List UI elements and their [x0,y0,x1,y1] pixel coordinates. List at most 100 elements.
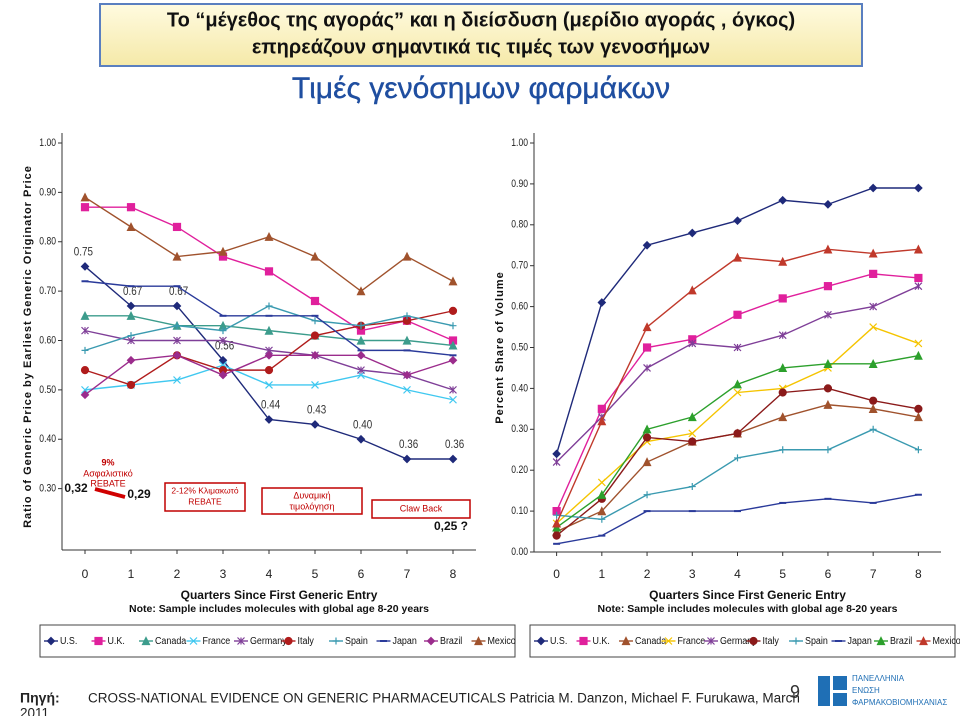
legend-label: Italy [298,635,314,647]
y-tick-label: 0.80 [511,219,528,231]
logo-mark [818,676,830,706]
marker [644,491,651,498]
x-tick-label: 8 [915,567,922,581]
legend-label: Canada [155,635,187,647]
legend-label: U.S. [550,635,567,647]
title-line: Το “μέγεθος της αγοράς” και η διείσδυση … [167,9,795,31]
x-tick-label: 6 [358,567,365,581]
marker [915,274,922,281]
annotation: 0,29 [127,487,151,501]
legend-label: Japan [393,635,417,647]
data-label: 0.43 [307,404,326,417]
legend-label: Brazil [890,635,912,647]
marker [82,204,89,211]
marker [734,217,741,224]
annotation: REBATE [90,478,125,488]
data-label: 0.36 [399,438,418,451]
x-tick-label: 5 [779,567,786,581]
x-tick-label: 6 [825,567,832,581]
x-tick-label: 3 [689,567,696,581]
marker [285,638,292,645]
y-tick-label: 0.10 [511,505,528,517]
marker [128,381,135,388]
legend-label: U.K. [593,635,610,647]
marker [689,483,696,490]
marker [824,385,831,392]
y-tick-label: 0.30 [39,483,56,495]
marker [734,311,741,318]
marker [580,638,587,645]
logo-text: ΠΑΝΕΛΛΗΝΙΑ [852,674,905,683]
marker [266,268,273,275]
y-axis-title: Ratio of Generic Price by Earliest Gener… [22,165,34,528]
marker [450,357,457,364]
marker [734,381,741,388]
y-tick-label: 0.70 [511,260,528,272]
axis-note: Note: Sample includes molecules with glo… [598,603,898,615]
x-tick-label: 4 [734,567,741,581]
annotation: 0,25 ? [434,519,468,533]
data-label: 0.36 [445,438,464,451]
y-tick-label: 0.70 [39,285,56,297]
legend-label: Spain [345,635,368,647]
marker [779,389,786,396]
marker [915,405,922,412]
marker [450,278,457,285]
x-tick-label: 3 [220,567,227,581]
logo: ΠΑΝΕΛΛΗΝΙΑ ΕΝΩΣΗ ΦΑΡΜΑΚΟΒΙΟΜΗΧΑΝΙΑΣ [818,674,947,707]
axis-note: Note: Sample includes molecules with glo… [129,603,429,615]
marker [312,253,319,260]
x-tick-label: 7 [404,567,411,581]
legend-label: Spain [805,635,828,647]
marker [450,307,457,314]
legend-label: Germany [250,635,287,647]
marker [450,322,457,329]
marker [870,324,877,331]
x-tick-label: 8 [450,567,457,581]
x-tick-label: 7 [870,567,877,581]
marker [598,479,605,486]
x-axis-title: Quarters Since First Generic Entry [181,588,378,602]
marker [358,352,365,359]
marker [870,184,877,191]
legend-label: U.K. [108,635,125,647]
x-tick-label: 4 [266,567,273,581]
data-label: 0.40 [353,419,372,432]
marker [644,434,651,441]
title-line: επηρεάζουν σημαντικά τις τιμές των γενοσ… [252,36,710,58]
series-line [557,388,919,535]
marker [915,446,922,453]
y-axis-title: Percent Share of Volume [494,271,506,423]
marker [915,340,922,347]
marker [915,184,922,191]
marker [689,229,696,236]
data-label: 0.67 [123,285,142,298]
y-tick-label: 0.40 [511,382,528,394]
marker [128,204,135,211]
marker [870,270,877,277]
annotation: Claw Back [400,503,443,513]
marker [312,332,319,339]
logo-mark [833,693,847,706]
marker [553,450,560,457]
marker [824,446,831,453]
marker [750,638,757,645]
marker [915,283,922,290]
annotation: 2-12% Κλιμακωτό [171,485,239,495]
citation: CROSS-NATIONAL EVIDENCE ON GENERIC PHARM… [88,691,800,706]
y-tick-label: 0.50 [511,341,528,353]
y-tick-label: 0.90 [511,178,528,190]
marker [82,347,89,354]
marker [644,459,651,466]
citation-year: 2011 [20,706,49,716]
marker [404,253,411,260]
legend-label: Italy [763,635,779,647]
series-line [557,405,919,532]
marker [266,233,273,240]
series-line [557,188,919,454]
y-tick-label: 0.80 [39,236,56,248]
marker [734,454,741,461]
legend-label: U.S. [60,635,77,647]
